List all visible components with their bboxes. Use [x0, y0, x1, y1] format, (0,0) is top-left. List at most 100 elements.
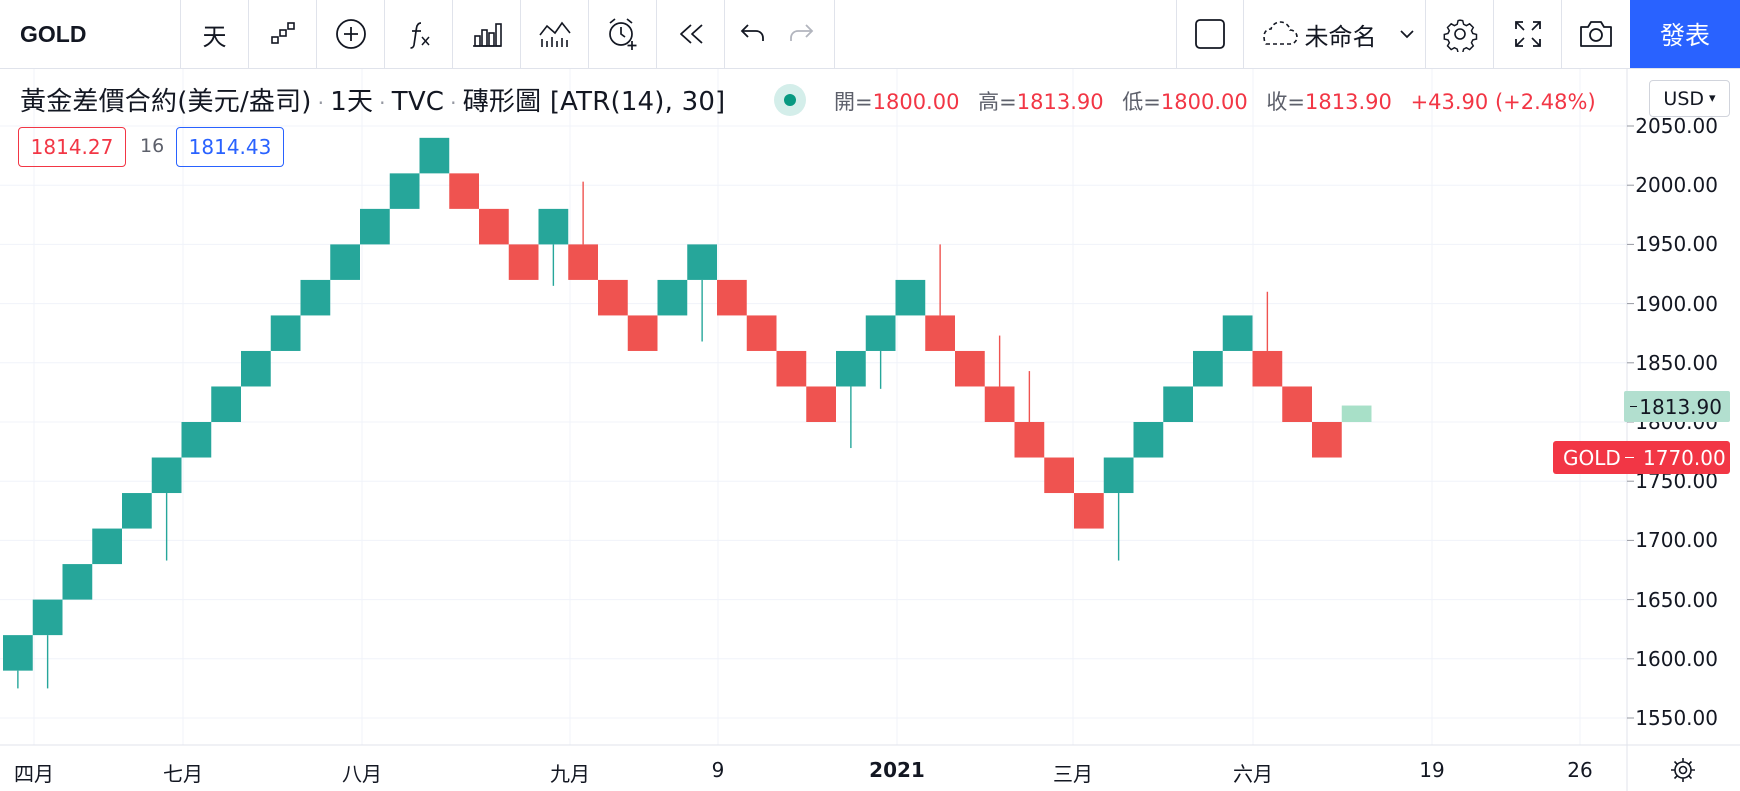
- plus-circle-icon: [335, 19, 366, 49]
- legend-exchange: TVC: [391, 87, 445, 117]
- top-toolbar: GOLD 天: [0, 0, 1740, 69]
- undo-icon[interactable]: [739, 21, 767, 45]
- snapshot-button[interactable]: [1562, 0, 1630, 68]
- sell-price-button[interactable]: 1814.27: [18, 127, 126, 167]
- fullscreen-button[interactable]: [1494, 0, 1562, 68]
- time-axis-label: 19: [1419, 758, 1445, 782]
- renko-brick-down: [627, 315, 658, 351]
- axis-settings-gear-icon[interactable]: [1668, 755, 1698, 785]
- close-label: 收=: [1266, 90, 1306, 114]
- renko-brick-up: [538, 208, 569, 245]
- interval-label: 天: [202, 22, 227, 51]
- currency-value: USD: [1663, 87, 1705, 110]
- renko-brick-down: [1044, 457, 1074, 494]
- renko-brick-up: [62, 564, 93, 600]
- market-open-dot: [784, 94, 796, 106]
- symbol-name: GOLD: [20, 20, 87, 47]
- change-value: +43.90 (+2.48%): [1410, 90, 1596, 114]
- renko-brick-down: [984, 386, 1015, 422]
- function-icon: [409, 22, 430, 49]
- legend-title-row[interactable]: 黃金差價合約(美元/盎司) · 1天 · TVC · 磚形圖 [ATR(14), 30]: [20, 87, 726, 117]
- cloud-icon: [1262, 21, 1298, 45]
- renko-brick-up: [32, 599, 63, 636]
- compare-button[interactable]: [317, 0, 385, 68]
- renko-bricks: [3, 137, 1372, 689]
- renko-brick-up: [389, 173, 420, 209]
- price-axis-ticks: [1627, 125, 1634, 719]
- symbol-tag-price: 1770.00: [1643, 445, 1726, 470]
- financials-button[interactable]: [453, 0, 521, 68]
- price-axis-label: 1550.00: [1635, 706, 1718, 730]
- market-status-indicator[interactable]: [774, 84, 806, 116]
- interval-button[interactable]: 天: [181, 0, 249, 68]
- renko-brick-up: [181, 422, 212, 458]
- renko-brick-down: [806, 386, 836, 422]
- renko-brick-up: [657, 279, 688, 316]
- replay-button[interactable]: [657, 0, 725, 68]
- time-axis-label: 26: [1567, 758, 1593, 782]
- renko-brick-down: [746, 315, 777, 351]
- renko-brick-down: [598, 279, 628, 316]
- redo-icon[interactable]: [787, 21, 815, 45]
- renko-brick-up: [1193, 350, 1223, 387]
- renko-brick-up: [419, 137, 450, 174]
- indicator-templates-icon: [538, 21, 571, 47]
- renko-brick-up: [92, 528, 122, 565]
- chart-grid: [0, 69, 1627, 745]
- renko-brick-down: [925, 315, 955, 351]
- symbol-tag-name: GOLD: [1563, 445, 1621, 470]
- chart-pane[interactable]: [0, 69, 1740, 791]
- renko-brick-up: [1133, 422, 1164, 458]
- time-axis-label: 四月: [14, 762, 54, 786]
- price-axis-label: 2000.00: [1635, 173, 1718, 198]
- layout-menu-button[interactable]: 未命名: [1244, 0, 1426, 68]
- price-axis-label: 1900.00: [1635, 291, 1718, 316]
- indicators-button[interactable]: [385, 0, 453, 68]
- renko-brick-up: [211, 386, 241, 422]
- settings-button[interactable]: [1426, 0, 1494, 68]
- symbol-search-button[interactable]: GOLD: [0, 0, 181, 68]
- buy-price-button[interactable]: 1814.43: [176, 127, 284, 167]
- currency-select[interactable]: USD ▾: [1649, 80, 1730, 117]
- renko-brick-down: [717, 279, 747, 316]
- renko-brick-up: [151, 457, 182, 494]
- templates-button[interactable]: [521, 0, 589, 68]
- legend-interval: 1天: [330, 87, 374, 117]
- renko-brick-up: [241, 350, 271, 387]
- price-axis-label: 1850.00: [1635, 350, 1718, 375]
- renko-brick-up: [3, 635, 33, 671]
- time-axis-label: 七月: [163, 762, 203, 786]
- gear-icon: [1443, 19, 1477, 52]
- time-axis-label: 9: [711, 758, 725, 782]
- legend-chart-type: 磚形圖: [462, 87, 542, 117]
- renko-brick-up: [836, 350, 866, 387]
- renko-brick-down: [568, 244, 598, 280]
- renko-brick-up: [122, 493, 152, 529]
- fullscreen-selection-button[interactable]: [1176, 0, 1244, 68]
- alert-button[interactable]: [589, 0, 657, 68]
- chart-type-button[interactable]: [249, 0, 317, 68]
- high-value: 1813.90: [1016, 90, 1104, 114]
- symbol-price-tag: GOLD 1770.00: [1553, 441, 1730, 474]
- alarm-clock-icon: [608, 18, 636, 50]
- publish-button[interactable]: 發表: [1630, 0, 1740, 68]
- renko-brick-up: [270, 315, 301, 351]
- ohlc-values: 開=1800.00 高=1813.90 低=1800.00 收=1813.90 …: [834, 86, 1596, 116]
- spread-value: 16: [140, 135, 165, 157]
- renko-brick-up: [687, 244, 717, 280]
- renko-brick-up: [1222, 315, 1253, 351]
- renko-brick-down: [955, 350, 985, 387]
- renko-brick-down: [776, 350, 807, 387]
- last-price-tag: 1813.90: [1624, 391, 1730, 422]
- low-value: 1800.00: [1160, 90, 1248, 114]
- time-axis-label: 三月: [1053, 762, 1093, 786]
- renko-brick-up: [360, 208, 390, 245]
- renko-chart-icon: [270, 22, 295, 44]
- instrument-description: 黃金差價合約(美元/盎司): [20, 87, 312, 117]
- renko-brick-up: [1163, 386, 1193, 422]
- undo-redo-group: [725, 0, 835, 68]
- price-axis-label: 1700.00: [1635, 528, 1718, 553]
- chevron-down-icon: [1399, 30, 1414, 39]
- legend-params: [ATR(14), 30]: [549, 87, 726, 117]
- time-axis-label: 2021: [869, 758, 925, 782]
